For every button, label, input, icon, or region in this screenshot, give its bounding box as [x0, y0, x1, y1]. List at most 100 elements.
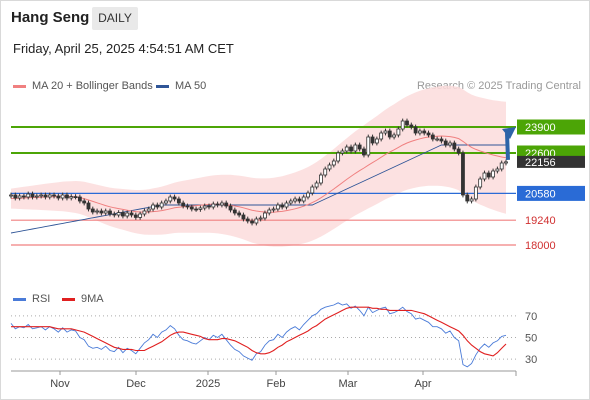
- last-price-tag: [517, 155, 585, 168]
- candle-body: [121, 212, 125, 217]
- candle-body: [379, 132, 384, 140]
- candle-body: [73, 196, 78, 199]
- candle-body: [211, 203, 216, 208]
- candle-body: [215, 203, 220, 206]
- candle-body: [194, 208, 198, 211]
- forecast-arrow-head: [502, 127, 516, 139]
- candle-body: [323, 168, 328, 176]
- x-tick-label: 2025: [196, 378, 220, 390]
- candle-body: [13, 194, 18, 199]
- x-tick-label: Feb: [267, 378, 286, 390]
- instrument-title: Hang Seng: [11, 9, 90, 26]
- candle-body: [26, 193, 31, 198]
- level-tag-23900: [517, 119, 585, 135]
- rsi-series-9ma: [11, 306, 507, 357]
- candle-body: [370, 136, 375, 144]
- candle-body: [129, 212, 134, 216]
- candle-body: [86, 202, 91, 210]
- candle-body: [258, 217, 263, 220]
- candle-body: [263, 212, 267, 219]
- candle-body: [77, 196, 82, 202]
- candle-body: [344, 146, 349, 152]
- candle-body: [271, 208, 276, 211]
- candle-body: [168, 196, 173, 202]
- candle-body: [349, 146, 353, 152]
- ma20-line: [10, 135, 507, 213]
- candle-body: [482, 172, 487, 180]
- candle-body: [207, 205, 211, 208]
- candle-body: [125, 212, 130, 217]
- candle-body: [17, 195, 22, 199]
- candle-body: [116, 212, 121, 216]
- candle-body: [469, 198, 474, 202]
- candle-body: [202, 205, 207, 209]
- candle-body: [69, 196, 74, 199]
- candle-body: [185, 205, 190, 208]
- rsi-ma-label: 9MA: [81, 293, 104, 305]
- candle-body: [22, 195, 26, 198]
- candle-body: [30, 193, 35, 198]
- candle-body: [146, 208, 151, 212]
- candle-body: [90, 208, 95, 213]
- candle-body: [504, 161, 508, 164]
- rsi-tick-50: 50: [525, 333, 537, 345]
- last-price-label: 22156: [525, 157, 556, 169]
- candle-body: [82, 200, 87, 204]
- bollinger-band: [11, 85, 506, 247]
- candle-body: [331, 160, 336, 166]
- ma20-label: MA 20 + Bollinger Bands: [32, 80, 153, 92]
- legend-ma50: MA 50: [156, 80, 206, 92]
- candle-body: [430, 134, 435, 140]
- candle-body: [56, 195, 61, 199]
- candle-body: [422, 130, 427, 134]
- candle-body: [9, 194, 13, 197]
- candle-body: [65, 194, 69, 199]
- candle-body: [340, 150, 345, 154]
- rsi-series-rsi: [10, 302, 507, 368]
- candle-body: [181, 202, 186, 207]
- period-selector[interactable]: DAILY: [92, 7, 138, 30]
- candle-body: [228, 205, 233, 211]
- candle-body: [473, 186, 478, 200]
- candle-body: [383, 130, 388, 134]
- candle-body: [310, 186, 315, 194]
- rsi-swatch: [13, 297, 26, 301]
- candle-body: [224, 202, 229, 207]
- candle-body: [486, 172, 491, 178]
- candle-body: [254, 218, 259, 224]
- level-label-19240: 19240: [525, 215, 556, 227]
- chart-header: Hang Seng DAILY: [0, 0, 590, 36]
- candle-body: [461, 152, 465, 196]
- candle-body: [491, 170, 495, 178]
- candle-body: [435, 138, 440, 141]
- candle-body: [142, 210, 147, 215]
- candle-body: [284, 202, 289, 208]
- candle-body: [275, 204, 280, 210]
- x-tick-label: Dec: [126, 378, 146, 390]
- candle-body: [418, 130, 422, 134]
- ma50-swatch: [156, 84, 169, 88]
- candle-body: [241, 214, 246, 220]
- candle-body: [133, 214, 138, 218]
- candle-body: [138, 213, 143, 218]
- candle-body: [60, 194, 65, 199]
- candle-body: [357, 144, 362, 150]
- candle-body: [452, 142, 457, 150]
- x-tick-label: Nov: [50, 378, 70, 390]
- candle-body: [47, 194, 52, 198]
- candle-body: [374, 138, 379, 144]
- candle-body: [336, 152, 341, 162]
- candle-body: [306, 192, 310, 198]
- timestamp: Friday, April 25, 2025 4:54:51 AM CET: [13, 41, 234, 56]
- candle-body: [297, 198, 302, 202]
- rsi-tick-70: 70: [525, 311, 537, 323]
- candle-body: [413, 126, 418, 134]
- candle-body: [176, 198, 181, 204]
- candle-body: [366, 136, 371, 156]
- candle-body: [99, 210, 104, 214]
- candle-body: [319, 174, 323, 184]
- candle-body: [245, 218, 250, 222]
- candle-body: [280, 204, 285, 208]
- candle-body: [237, 212, 242, 216]
